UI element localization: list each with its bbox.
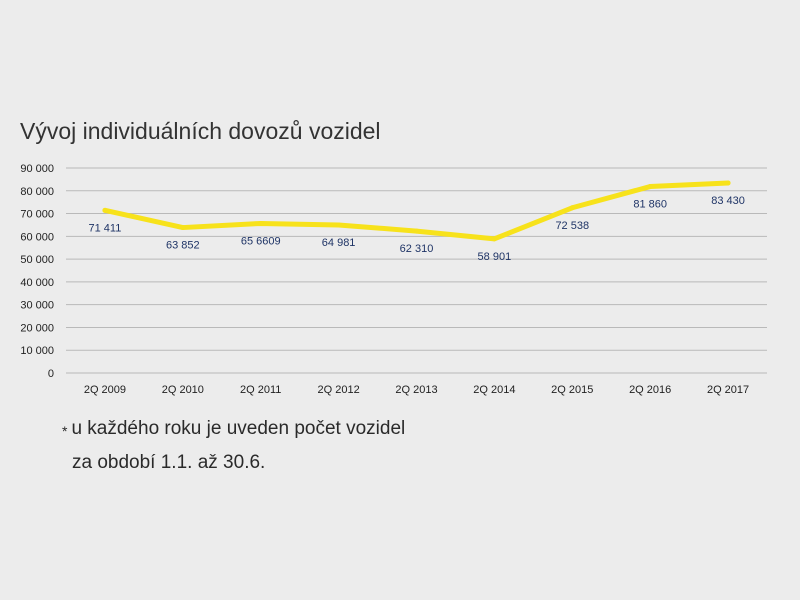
y-tick-label: 60 000 bbox=[20, 231, 54, 243]
data-point bbox=[336, 222, 342, 228]
footnote-line-2: za období 1.1. až 30.6. bbox=[72, 452, 266, 473]
footnote-text-1: u každého roku je uveden počet vozidel bbox=[71, 418, 406, 439]
footnote-asterisk: * bbox=[62, 423, 68, 439]
y-tick-label: 0 bbox=[48, 368, 54, 380]
x-tick-label: 2Q 2012 bbox=[318, 384, 360, 396]
y-tick-label: 70 000 bbox=[20, 209, 54, 221]
data-point bbox=[258, 220, 264, 226]
x-tick-label: 2Q 2015 bbox=[551, 384, 593, 396]
y-tick-label: 30 000 bbox=[20, 300, 54, 312]
data-label: 81 860 bbox=[633, 199, 667, 211]
data-label: 58 901 bbox=[478, 251, 512, 263]
data-label: 83 430 bbox=[711, 195, 745, 207]
y-tick-label: 20 000 bbox=[20, 322, 54, 334]
y-tick-label: 90 000 bbox=[20, 163, 54, 175]
x-tick-label: 2Q 2009 bbox=[84, 384, 126, 396]
x-tick-label: 2Q 2017 bbox=[707, 384, 749, 396]
data-point bbox=[102, 207, 108, 213]
data-label: 65 6609 bbox=[241, 235, 281, 247]
data-point bbox=[491, 236, 497, 242]
footnote-line-1: * u každého roku je uveden počet vozidel bbox=[62, 412, 405, 446]
y-tick-label: 40 000 bbox=[20, 277, 54, 289]
data-point bbox=[725, 180, 731, 186]
data-label: 63 852 bbox=[166, 240, 200, 252]
data-label: 71 411 bbox=[89, 222, 122, 234]
data-point bbox=[414, 228, 419, 234]
x-tick-label: 2Q 2010 bbox=[162, 384, 204, 396]
x-tick-label: 2Q 2016 bbox=[629, 384, 671, 396]
data-label: 72 538 bbox=[555, 220, 589, 232]
footnote: * u každého roku je uveden počet vozidel … bbox=[62, 412, 405, 480]
y-tick-label: 50 000 bbox=[20, 254, 54, 266]
x-tick-label: 2Q 2014 bbox=[473, 384, 515, 396]
data-point bbox=[569, 205, 575, 211]
data-point bbox=[180, 225, 186, 231]
data-point bbox=[647, 184, 653, 190]
data-label: 62 310 bbox=[400, 243, 434, 255]
x-tick-label: 2Q 2011 bbox=[240, 384, 281, 396]
y-tick-label: 10 000 bbox=[20, 345, 54, 357]
y-tick-label: 80 000 bbox=[20, 186, 54, 198]
chart-title: Vývoj individuálních dovozů vozidel bbox=[20, 118, 381, 144]
x-tick-label: 2Q 2013 bbox=[395, 384, 437, 396]
data-label: 64 981 bbox=[322, 237, 356, 249]
